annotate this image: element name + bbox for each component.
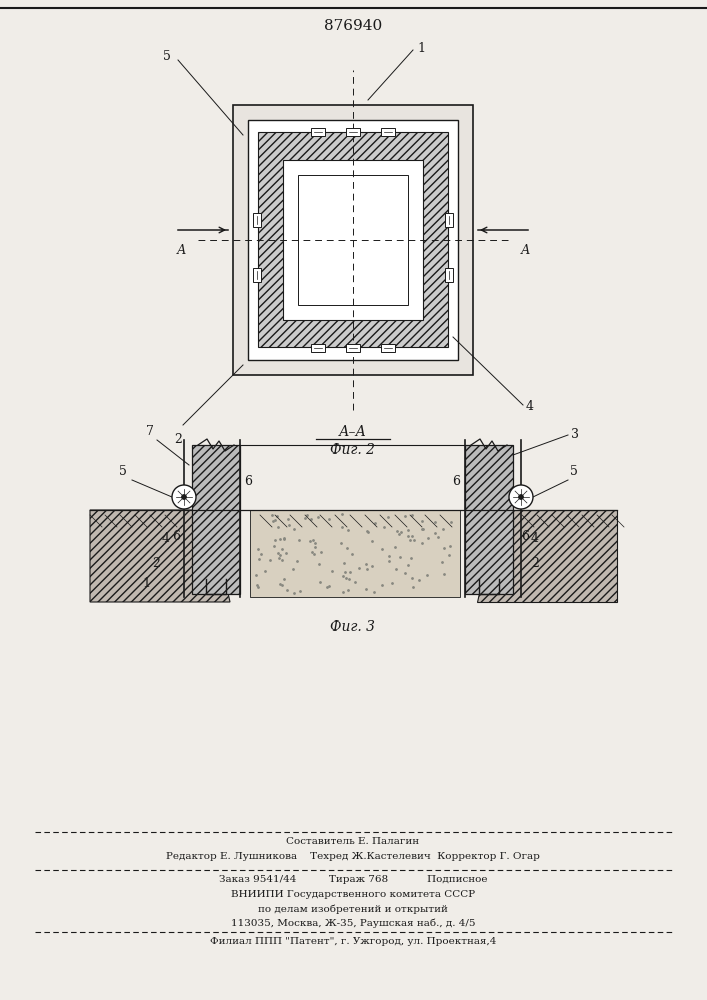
Bar (311, 128, 325, 136)
Text: А: А (176, 244, 186, 257)
Bar (283, 160, 423, 320)
Text: Фиг. 2: Фиг. 2 (330, 443, 375, 457)
Bar (445, 268, 453, 282)
Bar (465, 445, 513, 594)
Text: Редактор Е. Лушникова    Техред Ж.Кастелевич  Корректор Г. Огар: Редактор Е. Лушникова Техред Ж.Кастелеви… (166, 852, 540, 861)
Text: 2: 2 (174, 433, 182, 446)
Text: 6: 6 (521, 530, 529, 543)
Text: 3: 3 (571, 428, 579, 442)
Text: А–А: А–А (339, 425, 367, 439)
Bar (346, 128, 360, 136)
Bar (253, 268, 261, 282)
Bar (250, 510, 460, 597)
Text: 5: 5 (163, 50, 171, 64)
Text: 6: 6 (244, 475, 252, 488)
Bar (381, 344, 395, 352)
Text: Филиал ППП "Патент", г. Ужгород, ул. Проектная,4: Филиал ППП "Патент", г. Ужгород, ул. Про… (210, 937, 496, 946)
Text: 4: 4 (531, 532, 539, 545)
Text: 1: 1 (142, 577, 150, 590)
Text: 1: 1 (417, 41, 425, 54)
Text: 6: 6 (452, 475, 460, 488)
Text: по делам изобретений и открытий: по делам изобретений и открытий (258, 904, 448, 914)
Text: Заказ 9541/44          Тираж 768            Подписное: Заказ 9541/44 Тираж 768 Подписное (218, 875, 487, 884)
Circle shape (182, 494, 187, 499)
Polygon shape (90, 510, 230, 602)
Bar (192, 445, 240, 594)
Bar (311, 344, 325, 352)
Bar (445, 213, 453, 227)
Text: ВНИИПИ Государственного комитета СССР: ВНИИПИ Государственного комитета СССР (231, 890, 475, 899)
Circle shape (172, 485, 196, 509)
Text: 2: 2 (531, 557, 539, 570)
Text: 7: 7 (146, 425, 154, 438)
Bar (253, 213, 261, 227)
Bar (298, 175, 408, 305)
Bar (346, 344, 360, 352)
Text: 113035, Москва, Ж-35, Раушская наб., д. 4/5: 113035, Москва, Ж-35, Раушская наб., д. … (230, 918, 475, 928)
Bar (233, 105, 473, 375)
Text: 2: 2 (152, 557, 160, 570)
Polygon shape (477, 510, 617, 602)
Text: 6: 6 (172, 530, 180, 543)
Text: Фиг. 3: Фиг. 3 (330, 620, 375, 634)
Bar (381, 128, 395, 136)
Text: 4: 4 (162, 532, 170, 545)
Circle shape (518, 494, 523, 499)
Circle shape (509, 485, 533, 509)
Text: 4: 4 (526, 400, 534, 414)
Bar (258, 132, 448, 347)
Text: 5: 5 (570, 465, 578, 478)
Text: Составитель Е. Палагин: Составитель Е. Палагин (286, 837, 419, 846)
Text: 5: 5 (119, 465, 127, 478)
Bar (248, 120, 458, 360)
Text: 876940: 876940 (324, 19, 382, 33)
Text: А: А (520, 244, 530, 257)
